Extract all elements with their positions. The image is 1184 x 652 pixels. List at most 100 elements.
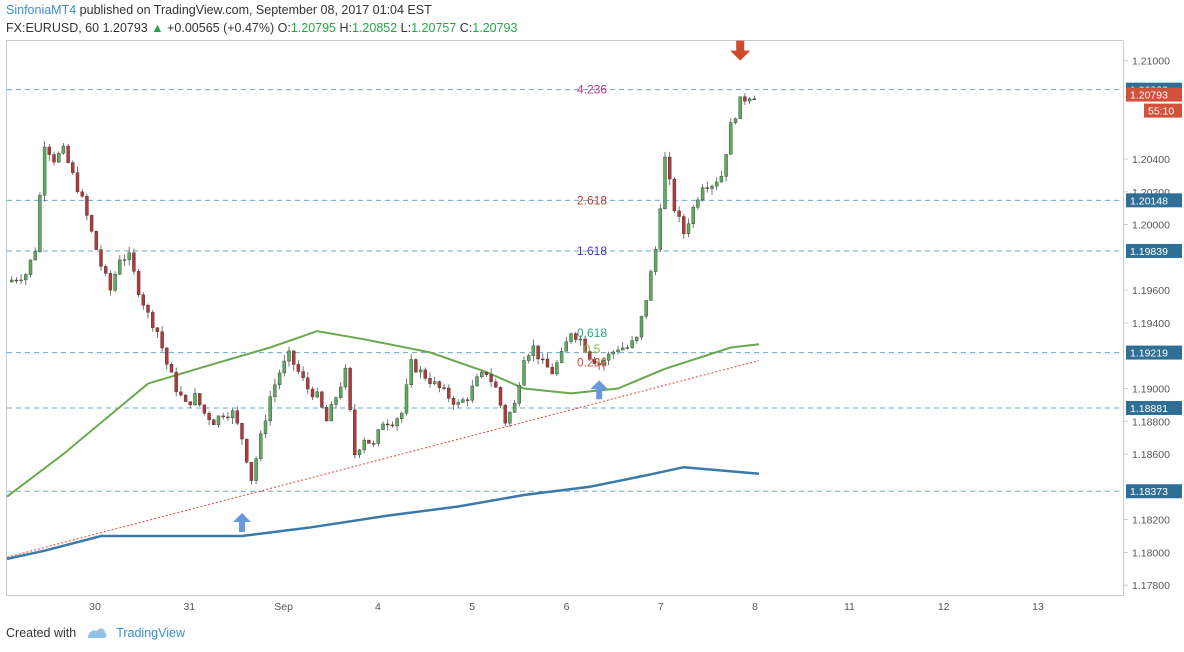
candle-body-56 <box>273 384 277 397</box>
candle-body-136 <box>649 271 653 301</box>
support-trendline <box>6 360 760 558</box>
sma-green-line <box>6 330 760 498</box>
x-tick-label-1: 31 <box>183 601 195 613</box>
tradingview-brand-link[interactable]: TradingView <box>116 626 185 640</box>
candle-body-21 <box>108 273 113 291</box>
candle-body-30 <box>150 312 155 328</box>
candle-body-118 <box>564 341 568 352</box>
y-tick-label-1: 1.20400 <box>1132 154 1170 166</box>
candle-body-52 <box>254 458 258 481</box>
close-label: C: <box>459 21 473 35</box>
candle-body-17 <box>89 215 94 232</box>
candle-body-88 <box>423 369 427 379</box>
candle-body-68 <box>329 404 333 422</box>
candle-body-121 <box>578 338 583 341</box>
candle-body-152 <box>724 154 728 177</box>
sma-blue-line <box>6 465 760 561</box>
y-tick-label-9: 1.18200 <box>1132 515 1170 527</box>
candle-body-117 <box>559 351 564 363</box>
candle-body-45 <box>221 415 225 418</box>
candle-body-124 <box>592 359 597 364</box>
candle-body-16 <box>85 196 89 216</box>
level-box-label-2: 1.19839 <box>1130 246 1168 258</box>
candle-body-101 <box>484 372 489 375</box>
candle-body-129 <box>616 349 620 353</box>
candle-body-67 <box>324 407 329 422</box>
fib-label-0: 4.236 <box>577 83 607 97</box>
candle-body-128 <box>611 351 615 355</box>
candle-body-97 <box>465 399 470 401</box>
candle-body-24 <box>122 259 127 261</box>
candle-body-10 <box>57 153 61 163</box>
x-tick-label-8: 11 <box>844 601 855 613</box>
candle-body-18 <box>94 231 99 250</box>
candle-body-134 <box>639 316 644 338</box>
candle-body-135 <box>644 300 648 317</box>
level-box-label-5: 1.18373 <box>1130 486 1168 498</box>
candle-body-78 <box>376 429 380 444</box>
candle-body-133 <box>635 336 639 341</box>
price-change: +0.00565 (+0.47%) <box>167 21 275 35</box>
open-value: 1.20795 <box>290 21 337 35</box>
up-triangle-icon: ▲ <box>151 21 164 35</box>
author-name[interactable]: SinfoniaMT4 <box>6 3 77 17</box>
candle-body-60 <box>292 350 296 365</box>
candle-body-29 <box>146 305 150 313</box>
candle-body-27 <box>136 271 141 296</box>
candle-body-130 <box>621 347 625 351</box>
candle-body-112 <box>536 345 540 360</box>
candle-body-119 <box>569 333 573 342</box>
level-box-2 <box>1126 243 1182 258</box>
candle-body-50 <box>244 438 249 463</box>
candle-body-95 <box>456 402 460 405</box>
current-price-box <box>1126 87 1182 102</box>
candle-body-81 <box>390 424 395 427</box>
footer: Created with TradingView <box>6 626 185 640</box>
candle-body-53 <box>259 433 263 459</box>
candle-body-54 <box>263 420 268 434</box>
candle-body-105 <box>503 405 507 424</box>
candles-layer <box>9 93 756 485</box>
fib-label-1: 2.618 <box>577 193 607 207</box>
candle-body-100 <box>480 372 484 377</box>
candle-body-44 <box>216 415 221 426</box>
chart-area[interactable] <box>6 40 1124 596</box>
candle-body-77 <box>371 443 376 445</box>
candle-body-15 <box>80 191 84 197</box>
tradingview-logo-icon <box>88 628 107 638</box>
candle-body-69 <box>334 397 338 405</box>
low-value: 1.20757 <box>411 21 457 35</box>
candle-body-33 <box>165 347 169 365</box>
y-tick-label-11: 1.17800 <box>1132 580 1170 592</box>
candle-body-13 <box>71 162 75 173</box>
candle-body-7 <box>42 146 47 196</box>
candle-body-142 <box>677 210 681 217</box>
candle-body-73 <box>353 409 357 456</box>
created-with-text: Created with <box>6 626 77 640</box>
y-tick-label-8: 1.18600 <box>1132 449 1170 461</box>
candle-body-150 <box>715 181 719 187</box>
countdown-box <box>1144 103 1182 118</box>
up-arrow-icon-1 <box>590 380 609 400</box>
candle-body-38 <box>188 401 193 406</box>
candle-body-92 <box>442 387 446 389</box>
high-label: H: <box>339 21 353 35</box>
candle-body-131 <box>625 347 630 349</box>
candle-body-94 <box>451 398 456 405</box>
candle-body-148 <box>705 187 709 189</box>
level-box-3 <box>1126 345 1182 360</box>
candle-body-102 <box>489 374 493 382</box>
candle-body-138 <box>658 208 662 250</box>
candle-body-87 <box>418 369 423 373</box>
candle-body-11 <box>61 145 66 154</box>
candle-body-75 <box>362 439 366 451</box>
candle-body-154 <box>733 118 738 123</box>
candle-body-151 <box>719 176 724 183</box>
candle-body-80 <box>386 423 390 426</box>
candle-body-144 <box>686 223 691 234</box>
candle-body-90 <box>433 381 437 384</box>
level-box-1 <box>1126 193 1182 208</box>
candle-body-85 <box>409 359 413 385</box>
candle-body-23 <box>118 259 122 275</box>
